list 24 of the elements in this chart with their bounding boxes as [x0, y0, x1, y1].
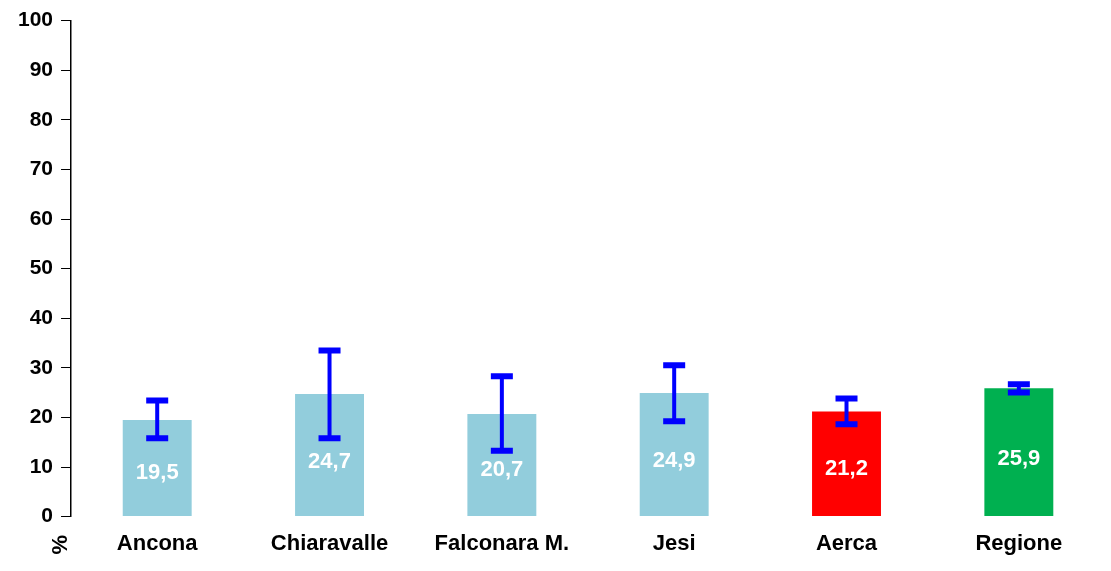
- y-tick-label: 0: [41, 503, 54, 527]
- x-tick-label: Jesi: [652, 529, 696, 555]
- data-label: 25,9: [997, 444, 1041, 470]
- data-label: 24,7: [308, 447, 351, 473]
- y-tick-label: 60: [29, 205, 54, 229]
- y-tick-label: 40: [29, 305, 54, 328]
- x-tick-label: Falconara M.: [434, 529, 570, 555]
- y-tick-label: 10: [29, 453, 54, 477]
- x-tick-label: Regione: [975, 529, 1063, 555]
- data-label: 19,5: [135, 459, 179, 485]
- y-tick-label: 100: [17, 7, 54, 31]
- x-tick-label: Aerca: [815, 529, 878, 555]
- data-label: 20,7: [480, 456, 524, 482]
- y-tick-label: 70: [29, 156, 54, 180]
- y-tick-label: 20: [29, 404, 54, 428]
- y-tick-label: 50: [29, 255, 54, 279]
- x-tick-label: Chiaravalle: [270, 529, 389, 555]
- y-tick-label: 80: [29, 106, 54, 130]
- x-tick-label: Ancona: [116, 529, 199, 555]
- data-label: 24,9: [652, 447, 696, 473]
- data-label: 21,2: [825, 455, 868, 481]
- y-axis-title: %: [47, 534, 73, 555]
- y-tick-label: 90: [29, 57, 54, 80]
- y-tick-label: 30: [29, 354, 54, 378]
